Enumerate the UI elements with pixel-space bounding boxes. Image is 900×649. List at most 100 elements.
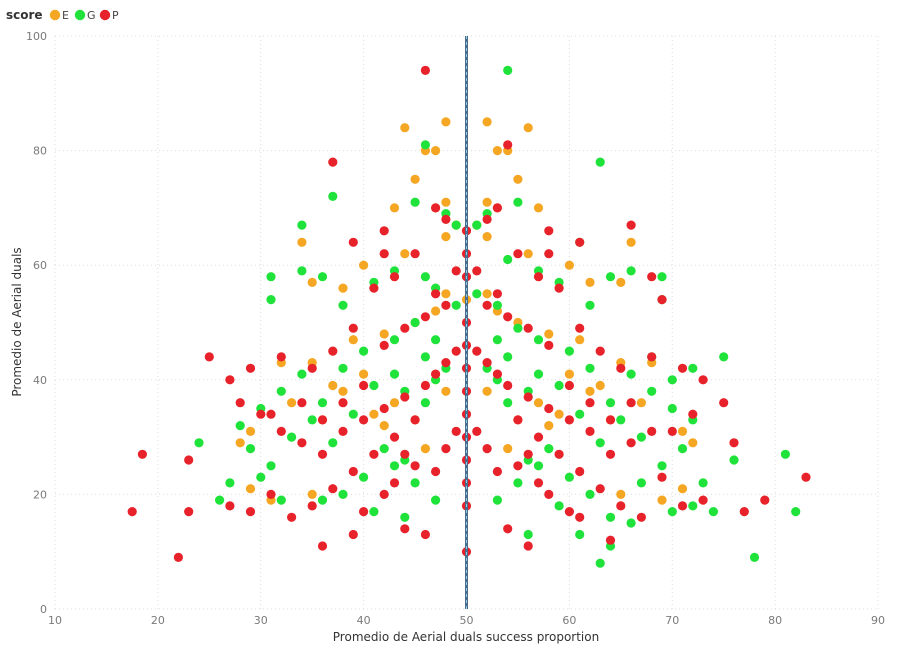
data-point: [256, 472, 266, 482]
x-tick-label: 80: [768, 614, 782, 627]
data-point: [297, 266, 307, 276]
data-point: [307, 277, 317, 287]
data-point: [266, 295, 276, 305]
data-point: [801, 472, 811, 482]
data-point: [636, 432, 647, 442]
data-point: [503, 65, 513, 75]
data-point: [533, 398, 544, 408]
data-point: [389, 272, 400, 282]
data-point: [585, 363, 595, 373]
data-point: [575, 335, 585, 345]
data-point: [317, 541, 328, 551]
data-point: [338, 489, 348, 499]
data-point: [451, 220, 461, 230]
data-point: [328, 157, 338, 167]
data-point: [482, 386, 492, 396]
data-point: [533, 335, 544, 345]
data-point: [379, 340, 389, 350]
data-point: [503, 140, 513, 150]
data-point: [441, 444, 451, 454]
data-point: [719, 398, 729, 408]
data-point: [626, 237, 636, 247]
data-point: [482, 300, 492, 310]
data-point: [616, 489, 626, 499]
data-point: [389, 478, 400, 488]
data-point: [492, 495, 502, 505]
data-point: [513, 478, 523, 488]
data-point: [441, 300, 451, 310]
data-point: [533, 461, 544, 471]
data-point: [297, 237, 307, 247]
data-point: [441, 117, 451, 127]
data-point: [503, 254, 513, 265]
data-point: [605, 272, 616, 282]
data-point: [338, 398, 348, 408]
data-point: [667, 426, 677, 436]
legend-marker: [49, 9, 61, 21]
data-point: [513, 197, 523, 207]
data-point: [564, 472, 575, 482]
data-point: [389, 432, 400, 442]
data-point: [585, 398, 595, 408]
data-point: [523, 123, 533, 133]
data-point: [328, 380, 338, 391]
data-point: [348, 323, 358, 333]
data-point: [194, 438, 204, 448]
data-point: [225, 375, 235, 385]
data-point: [276, 426, 286, 436]
data-point: [451, 300, 461, 310]
x-tick-label: 10: [48, 614, 62, 627]
data-point: [266, 489, 276, 499]
data-point: [492, 466, 502, 477]
data-point: [657, 472, 667, 482]
data-point: [605, 398, 616, 408]
data-point: [369, 507, 379, 517]
data-point: [307, 501, 317, 511]
data-point: [595, 484, 605, 494]
data-point: [605, 535, 616, 545]
data-point: [626, 398, 636, 408]
data-point: [749, 552, 760, 563]
data-point: [245, 363, 256, 373]
data-point: [533, 203, 544, 213]
data-point: [348, 335, 358, 345]
data-point: [431, 146, 441, 156]
data-point: [307, 363, 317, 373]
data-point: [297, 438, 307, 448]
data-point: [410, 478, 420, 488]
data-point: [533, 478, 544, 488]
data-point: [297, 369, 307, 379]
data-point: [667, 375, 677, 385]
data-points: [127, 65, 811, 568]
data-point: [348, 466, 358, 477]
data-point: [677, 484, 688, 494]
data-point: [667, 403, 677, 414]
data-point: [400, 249, 410, 259]
data-point: [523, 249, 533, 259]
data-point: [595, 380, 605, 391]
data-point: [245, 507, 256, 517]
data-point: [636, 398, 647, 408]
data-point: [379, 329, 389, 339]
data-point: [338, 283, 348, 293]
data-point: [410, 317, 420, 328]
data-point: [359, 346, 369, 356]
data-point: [410, 174, 420, 184]
data-point: [503, 398, 513, 408]
data-point: [287, 512, 297, 522]
data-point: [657, 272, 667, 282]
x-tick-label: 90: [871, 614, 885, 627]
data-point: [317, 415, 328, 425]
y-tick-label: 100: [26, 30, 47, 43]
data-point: [297, 398, 307, 408]
data-point: [688, 363, 698, 373]
data-point: [616, 415, 626, 425]
data-point: [554, 409, 564, 419]
data-point: [276, 495, 286, 505]
data-point: [379, 444, 389, 454]
data-point: [420, 529, 430, 540]
x-tick-label: 40: [357, 614, 371, 627]
data-point: [472, 289, 482, 299]
y-tick-label: 20: [33, 488, 47, 501]
